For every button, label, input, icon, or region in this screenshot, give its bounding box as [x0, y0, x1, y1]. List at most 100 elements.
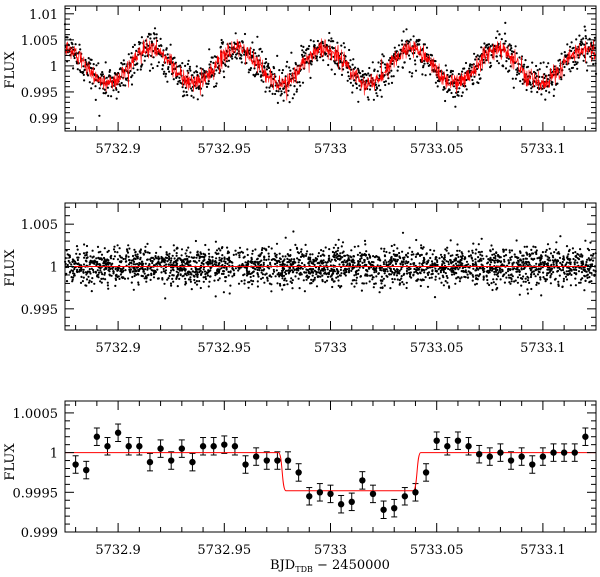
middle-data-point	[100, 253, 104, 256]
top-data-point	[288, 101, 291, 104]
top-data-point	[351, 63, 354, 66]
top-data-point	[423, 62, 426, 65]
middle-data-point	[114, 268, 117, 271]
middle-data-point	[200, 272, 203, 275]
middle-data-point	[139, 251, 142, 254]
middle-data-point	[335, 276, 338, 279]
middle-data-point	[226, 252, 229, 255]
middle-data-point	[171, 277, 174, 280]
bottom-data-point	[146, 458, 154, 466]
bottom-data-point	[444, 443, 451, 450]
top-data-point	[281, 69, 284, 72]
middle-data-point	[513, 280, 516, 283]
middle-data-point	[514, 279, 517, 282]
middle-data-point	[423, 269, 426, 272]
middle-data-point	[306, 250, 309, 253]
top-data-point	[153, 33, 156, 36]
top-data-point	[500, 38, 503, 41]
top-data-point	[188, 65, 192, 68]
middle-data-point	[169, 282, 173, 285]
middle-data-point	[317, 268, 320, 271]
top-data-point	[119, 84, 122, 87]
middle-data-point	[113, 250, 117, 253]
middle-data-point	[331, 273, 334, 276]
middle-data-point	[549, 282, 553, 285]
middle-data-point	[449, 261, 453, 264]
top-data-point	[266, 73, 269, 76]
top-data-point	[403, 61, 406, 64]
middle-data-point	[522, 280, 525, 283]
middle-data-point	[342, 261, 345, 264]
middle-data-point	[537, 282, 540, 285]
top-data-point	[133, 43, 136, 47]
middle-data-point	[231, 275, 234, 278]
middle-data-point	[431, 263, 434, 266]
top-data-point	[144, 55, 147, 58]
middle-data-point	[75, 245, 79, 248]
middle-data-point	[524, 277, 527, 280]
middle-data-point	[137, 273, 140, 276]
middle-data-point	[157, 258, 160, 261]
middle-data-point	[402, 256, 405, 259]
middle-data-point	[546, 255, 549, 258]
top-data-point	[476, 54, 479, 57]
top-data-point	[543, 73, 546, 76]
top-data-point	[106, 86, 109, 89]
top-data-point	[158, 44, 161, 48]
top-data-point	[222, 70, 225, 73]
middle-data-point	[396, 278, 399, 281]
middle-data-point	[98, 271, 101, 274]
middle-data-point	[250, 258, 253, 261]
middle-data-point	[300, 273, 303, 276]
middle-data-point	[422, 278, 425, 282]
top-data-point	[472, 82, 475, 85]
middle-data-point	[568, 261, 572, 264]
middle-data-point	[320, 249, 323, 252]
middle-data-point	[337, 246, 340, 250]
middle-data-point	[202, 259, 205, 263]
middle-data-point	[306, 276, 310, 279]
middle-data-point	[208, 280, 211, 283]
middle-data-point	[151, 260, 154, 263]
middle-data-point	[76, 270, 79, 274]
top-data-point	[469, 63, 472, 66]
middle-data-point	[71, 260, 74, 263]
middle-data-point	[532, 270, 535, 273]
top-data-point	[358, 84, 361, 87]
top-data-point	[230, 55, 233, 58]
top-data-point	[166, 53, 169, 56]
middle-data-point	[247, 272, 250, 275]
middle-data-point	[364, 243, 367, 246]
middle-data-point	[285, 269, 288, 272]
middle-data-point	[544, 280, 547, 283]
middle-data-point	[567, 273, 570, 276]
top-data-point	[351, 91, 354, 94]
middle-data-point	[282, 267, 285, 270]
top-data-point	[224, 64, 227, 67]
top-data-point	[115, 88, 118, 91]
middle-data-point	[350, 282, 353, 285]
top-data-point	[196, 71, 199, 74]
middle-data-point	[84, 259, 87, 262]
top-data-point	[101, 73, 104, 76]
top-data-point	[512, 50, 515, 54]
middle-data-point	[182, 260, 185, 264]
middle-data-point	[304, 254, 308, 257]
middle-data-point	[65, 280, 69, 283]
middle-data-point	[149, 278, 152, 281]
top-data-point	[487, 43, 491, 46]
top-data-point	[539, 62, 542, 65]
top-y-tick-label: 0.995	[21, 86, 58, 101]
top-data-point	[256, 35, 259, 38]
top-y-tick-label: 1	[50, 60, 58, 75]
middle-data-point	[431, 272, 434, 275]
middle-data-point	[585, 270, 588, 273]
middle-data-point	[334, 243, 337, 246]
top-data-point	[156, 64, 159, 68]
middle-data-point	[335, 268, 338, 271]
top-data-point	[541, 75, 544, 79]
middle-data-point	[507, 274, 510, 277]
middle-data-point	[238, 251, 241, 254]
middle-data-point	[472, 242, 475, 245]
middle-data-point	[180, 254, 183, 257]
